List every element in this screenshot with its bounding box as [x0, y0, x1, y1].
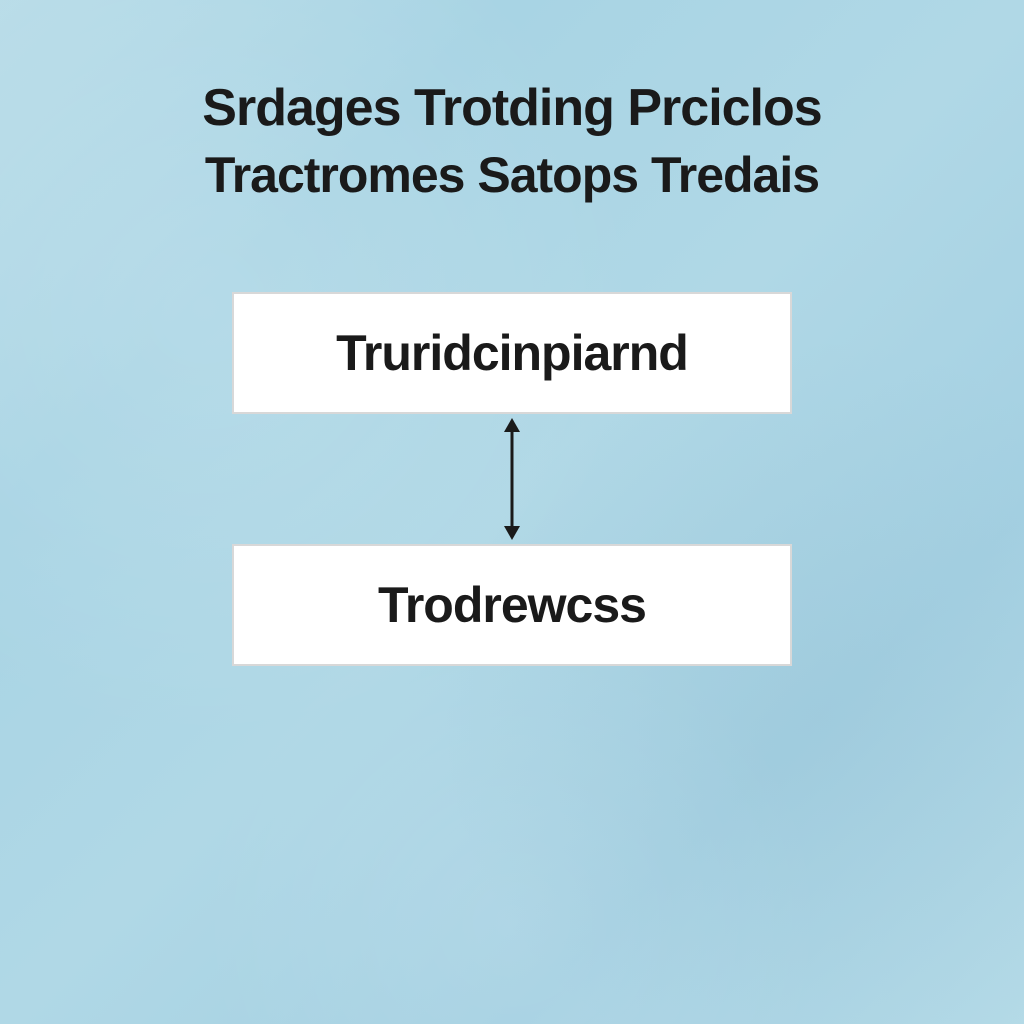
flowchart: Truridcinpiarnd Trodrewcss — [232, 292, 792, 666]
double-arrow-icon — [492, 414, 532, 544]
flowchart-node-bottom: Trodrewcss — [232, 544, 792, 666]
diagram-container: Srdages Trotding Prciclos Tractromes Sat… — [0, 0, 1024, 1024]
flowchart-node-top: Truridcinpiarnd — [232, 292, 792, 414]
title-line-1: Srdages Trotding Prciclos — [202, 78, 821, 138]
title-line-2: Tractromes Satops Tredais — [202, 146, 821, 204]
node-top-label: Truridcinpiarnd — [294, 324, 730, 382]
double-arrow-connector — [492, 414, 532, 544]
title-block: Srdages Trotding Prciclos Tractromes Sat… — [202, 78, 821, 204]
node-bottom-label: Trodrewcss — [294, 576, 730, 634]
